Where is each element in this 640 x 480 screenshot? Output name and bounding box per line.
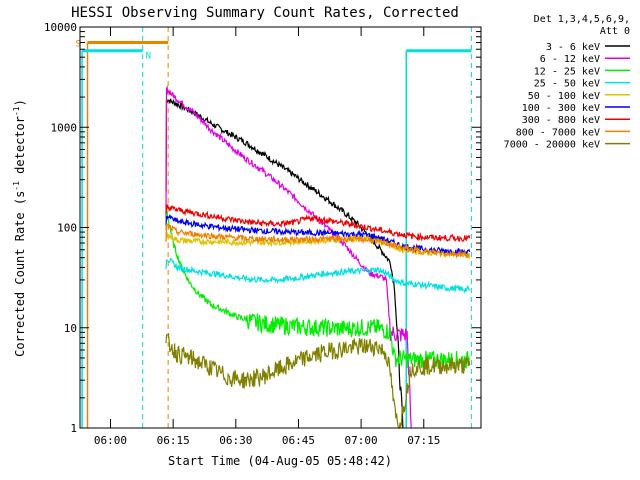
y-axis-label: Corrected Count Rate (s-1 detector-1) bbox=[12, 99, 27, 357]
series-line-2 bbox=[165, 210, 471, 369]
night-flag-label: N bbox=[146, 52, 151, 62]
plot-area: SN bbox=[76, 27, 472, 429]
legend-label-3: 25 - 50 keV bbox=[534, 79, 600, 90]
series-line-8 bbox=[165, 332, 471, 429]
legend-label-1: 6 - 12 keV bbox=[540, 54, 600, 65]
legend-header-line-2: Att 0 bbox=[600, 26, 630, 37]
series-line-6 bbox=[165, 203, 471, 243]
x-tick-label: 06:00 bbox=[94, 434, 127, 447]
x-tick-label: 06:30 bbox=[219, 434, 252, 447]
x-tick-label: 06:45 bbox=[282, 434, 315, 447]
y-tick-label: 1000 bbox=[51, 121, 78, 134]
x-axis: 06:00 06:15 06:30 06:45 07:00 07:15 bbox=[94, 27, 440, 447]
series-line-1 bbox=[165, 84, 412, 429]
chart-title: HESSI Observing Summary Count Rates, Cor… bbox=[71, 5, 459, 21]
y-axis-label-exp1: -1 bbox=[12, 181, 21, 191]
legend-header-line-1: Det 1,3,4,5,6,9, bbox=[534, 14, 630, 25]
x-tick-label: 07:00 bbox=[345, 434, 378, 447]
y-axis-label-mid: detector bbox=[13, 116, 27, 181]
y-axis-label-suffix: ) bbox=[13, 99, 27, 106]
series-line-5 bbox=[165, 214, 471, 257]
y-axis: 1 10 100 1000 10000 bbox=[44, 21, 481, 435]
legend-label-5: 100 - 300 keV bbox=[522, 103, 600, 114]
legend-label-6: 300 - 800 keV bbox=[522, 115, 600, 126]
y-tick-label: 10000 bbox=[44, 21, 77, 34]
y-tick-label: 1 bbox=[70, 422, 77, 435]
legend-label-0: 3 - 6 keV bbox=[546, 42, 600, 53]
series-line-0 bbox=[165, 98, 404, 429]
y-axis-label-exp2: -1 bbox=[12, 106, 21, 116]
y-tick-label: 100 bbox=[57, 222, 77, 235]
legend-label-2: 12 - 25 keV bbox=[534, 66, 600, 77]
y-axis-label-prefix: Corrected Count Rate (s bbox=[13, 191, 27, 357]
y-tick-label: 10 bbox=[64, 322, 77, 335]
legend-label-8: 7000 - 20000 keV bbox=[504, 140, 600, 151]
x-axis-label: Start Time (04-Aug-05 05:48:42) bbox=[168, 454, 392, 468]
x-tick-label: 06:15 bbox=[157, 434, 190, 447]
saa-flag-label: S bbox=[76, 40, 81, 50]
series-line-3 bbox=[165, 257, 471, 295]
legend-label-4: 50 - 100 keV bbox=[528, 91, 600, 102]
x-tick-label: 07:15 bbox=[407, 434, 440, 447]
legend-label-7: 800 - 7000 keV bbox=[516, 127, 600, 138]
series-line-7 bbox=[165, 223, 470, 259]
